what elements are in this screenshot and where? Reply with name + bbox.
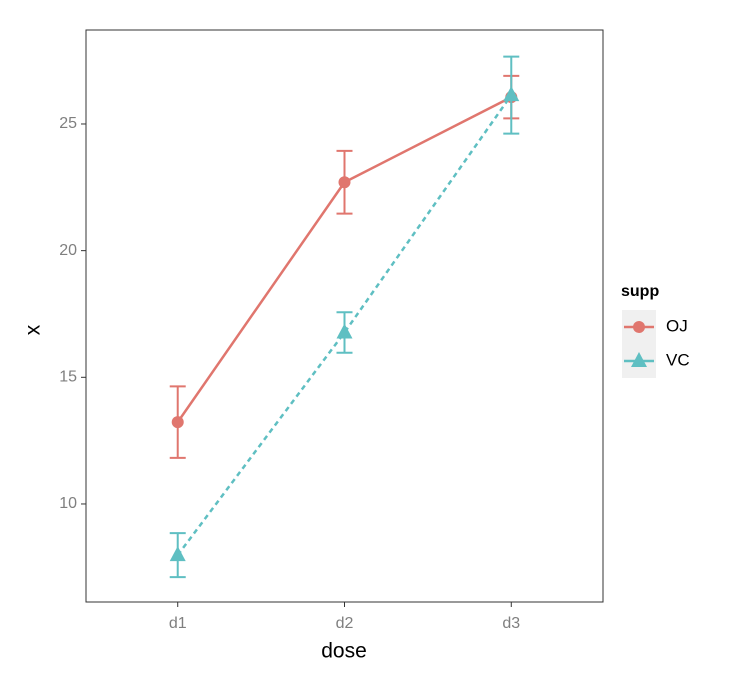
legend-title: supp	[621, 283, 659, 300]
point	[171, 416, 184, 429]
x-tick-label: d1	[169, 615, 187, 632]
y-tick-label: 10	[59, 495, 77, 512]
legend-label: OJ	[666, 316, 688, 335]
x-axis-title: dose	[321, 640, 367, 663]
y-tick-label: 25	[59, 115, 77, 132]
legend-label: VC	[666, 350, 690, 369]
y-tick-label: 20	[59, 242, 77, 259]
point	[169, 546, 186, 562]
legend-marker	[633, 321, 645, 333]
legend-marker	[631, 352, 647, 367]
x-tick-label: d3	[502, 615, 520, 632]
y-axis-title: x	[22, 324, 45, 335]
series-line	[176, 94, 513, 556]
point	[336, 323, 353, 339]
x-tick-label: d2	[336, 615, 354, 632]
point	[338, 176, 351, 189]
point	[503, 86, 520, 102]
y-tick-label: 15	[59, 369, 77, 386]
